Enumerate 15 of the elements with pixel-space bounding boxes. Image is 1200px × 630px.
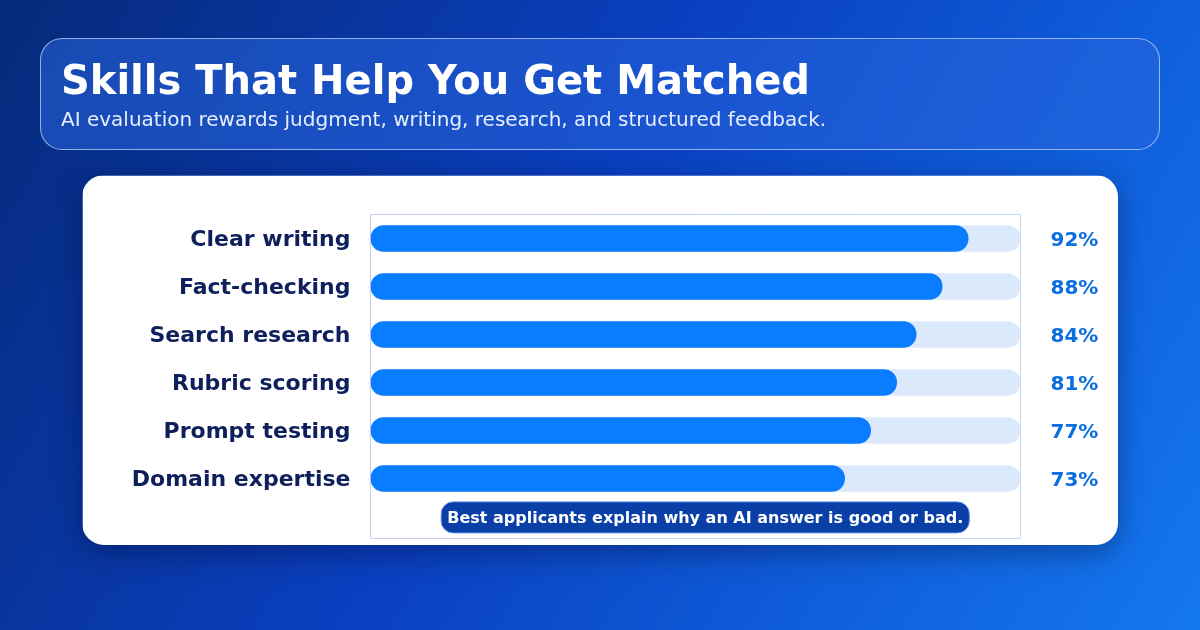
data-label: 81% <box>1050 370 1099 395</box>
data-label: 92% <box>1050 226 1099 251</box>
chart-subtitle: AI evaluation rewards judgment, writing, research, and structured feedback. <box>61 106 827 133</box>
data-label: 73% <box>1050 466 1099 491</box>
y-tick-label: Domain expertise <box>131 466 351 491</box>
y-tick-label: Clear writing <box>190 226 351 251</box>
data-label: 88% <box>1050 274 1099 299</box>
data-label: 77% <box>1050 418 1099 443</box>
y-tick-label: Fact-checking <box>178 274 351 299</box>
y-tick-label: Prompt testing <box>163 418 351 443</box>
y-tick-label: Search research <box>149 322 351 347</box>
annotation: Best applicants explain why an AI answer is good or bad. <box>447 507 964 527</box>
data-label: 84% <box>1050 322 1099 347</box>
chart-title: Skills That Help You Get Matched <box>61 57 811 103</box>
y-tick-label: Rubric scoring <box>172 370 351 395</box>
